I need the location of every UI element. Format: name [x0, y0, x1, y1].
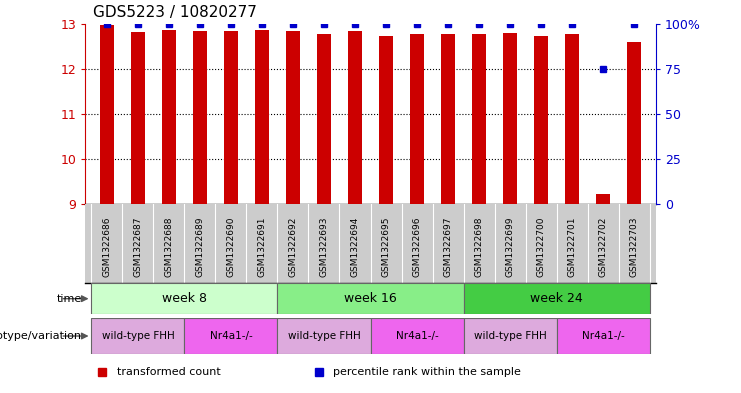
- Bar: [565, 35, 579, 204]
- Bar: [348, 31, 362, 204]
- Bar: [556, 318, 650, 354]
- Bar: [441, 33, 455, 204]
- Text: GSM1322689: GSM1322689: [196, 216, 205, 277]
- Bar: [100, 25, 114, 204]
- Text: GSM1322703: GSM1322703: [630, 216, 639, 277]
- Bar: [255, 30, 269, 204]
- Text: GSM1322698: GSM1322698: [474, 216, 484, 277]
- Text: GSM1322686: GSM1322686: [102, 216, 111, 277]
- Bar: [534, 36, 548, 204]
- Text: GDS5223 / 10820277: GDS5223 / 10820277: [93, 5, 256, 20]
- Bar: [370, 318, 464, 354]
- Text: GSM1322692: GSM1322692: [288, 216, 297, 277]
- Text: GSM1322697: GSM1322697: [444, 216, 453, 277]
- Text: percentile rank within the sample: percentile rank within the sample: [333, 367, 521, 377]
- Text: GSM1322688: GSM1322688: [165, 216, 173, 277]
- Bar: [464, 318, 556, 354]
- Text: week 24: week 24: [530, 292, 583, 305]
- Bar: [596, 195, 610, 204]
- Text: GSM1322690: GSM1322690: [227, 216, 236, 277]
- Text: time: time: [56, 294, 82, 304]
- Bar: [627, 42, 641, 204]
- Text: GSM1322701: GSM1322701: [568, 216, 576, 277]
- Text: GSM1322687: GSM1322687: [133, 216, 142, 277]
- Text: GSM1322695: GSM1322695: [382, 216, 391, 277]
- Bar: [472, 33, 486, 204]
- Text: Nr4a1-/-: Nr4a1-/-: [582, 331, 625, 341]
- Bar: [503, 33, 517, 204]
- Bar: [277, 318, 370, 354]
- Bar: [185, 318, 277, 354]
- Bar: [224, 31, 238, 204]
- Text: transformed count: transformed count: [116, 367, 220, 377]
- Bar: [317, 33, 331, 204]
- Text: wild-type FHH: wild-type FHH: [288, 331, 360, 341]
- Text: week 8: week 8: [162, 292, 207, 305]
- Text: week 16: week 16: [344, 292, 397, 305]
- Bar: [277, 283, 464, 314]
- Bar: [193, 31, 207, 204]
- Text: Nr4a1-/-: Nr4a1-/-: [396, 331, 439, 341]
- Text: GSM1322699: GSM1322699: [505, 216, 514, 277]
- Text: GSM1322696: GSM1322696: [413, 216, 422, 277]
- Text: genotype/variation: genotype/variation: [0, 331, 82, 341]
- Bar: [131, 32, 145, 204]
- Text: GSM1322694: GSM1322694: [350, 216, 359, 277]
- Text: wild-type FHH: wild-type FHH: [102, 331, 174, 341]
- Bar: [379, 36, 393, 204]
- Bar: [91, 283, 277, 314]
- Bar: [162, 30, 176, 204]
- Text: GSM1322700: GSM1322700: [536, 216, 545, 277]
- Bar: [410, 35, 424, 204]
- Text: GSM1322691: GSM1322691: [257, 216, 267, 277]
- Text: Nr4a1-/-: Nr4a1-/-: [210, 331, 253, 341]
- Text: GSM1322693: GSM1322693: [319, 216, 328, 277]
- Bar: [464, 283, 650, 314]
- Text: wild-type FHH: wild-type FHH: [473, 331, 546, 341]
- Bar: [286, 31, 300, 204]
- Text: GSM1322702: GSM1322702: [599, 216, 608, 277]
- Bar: [91, 318, 185, 354]
